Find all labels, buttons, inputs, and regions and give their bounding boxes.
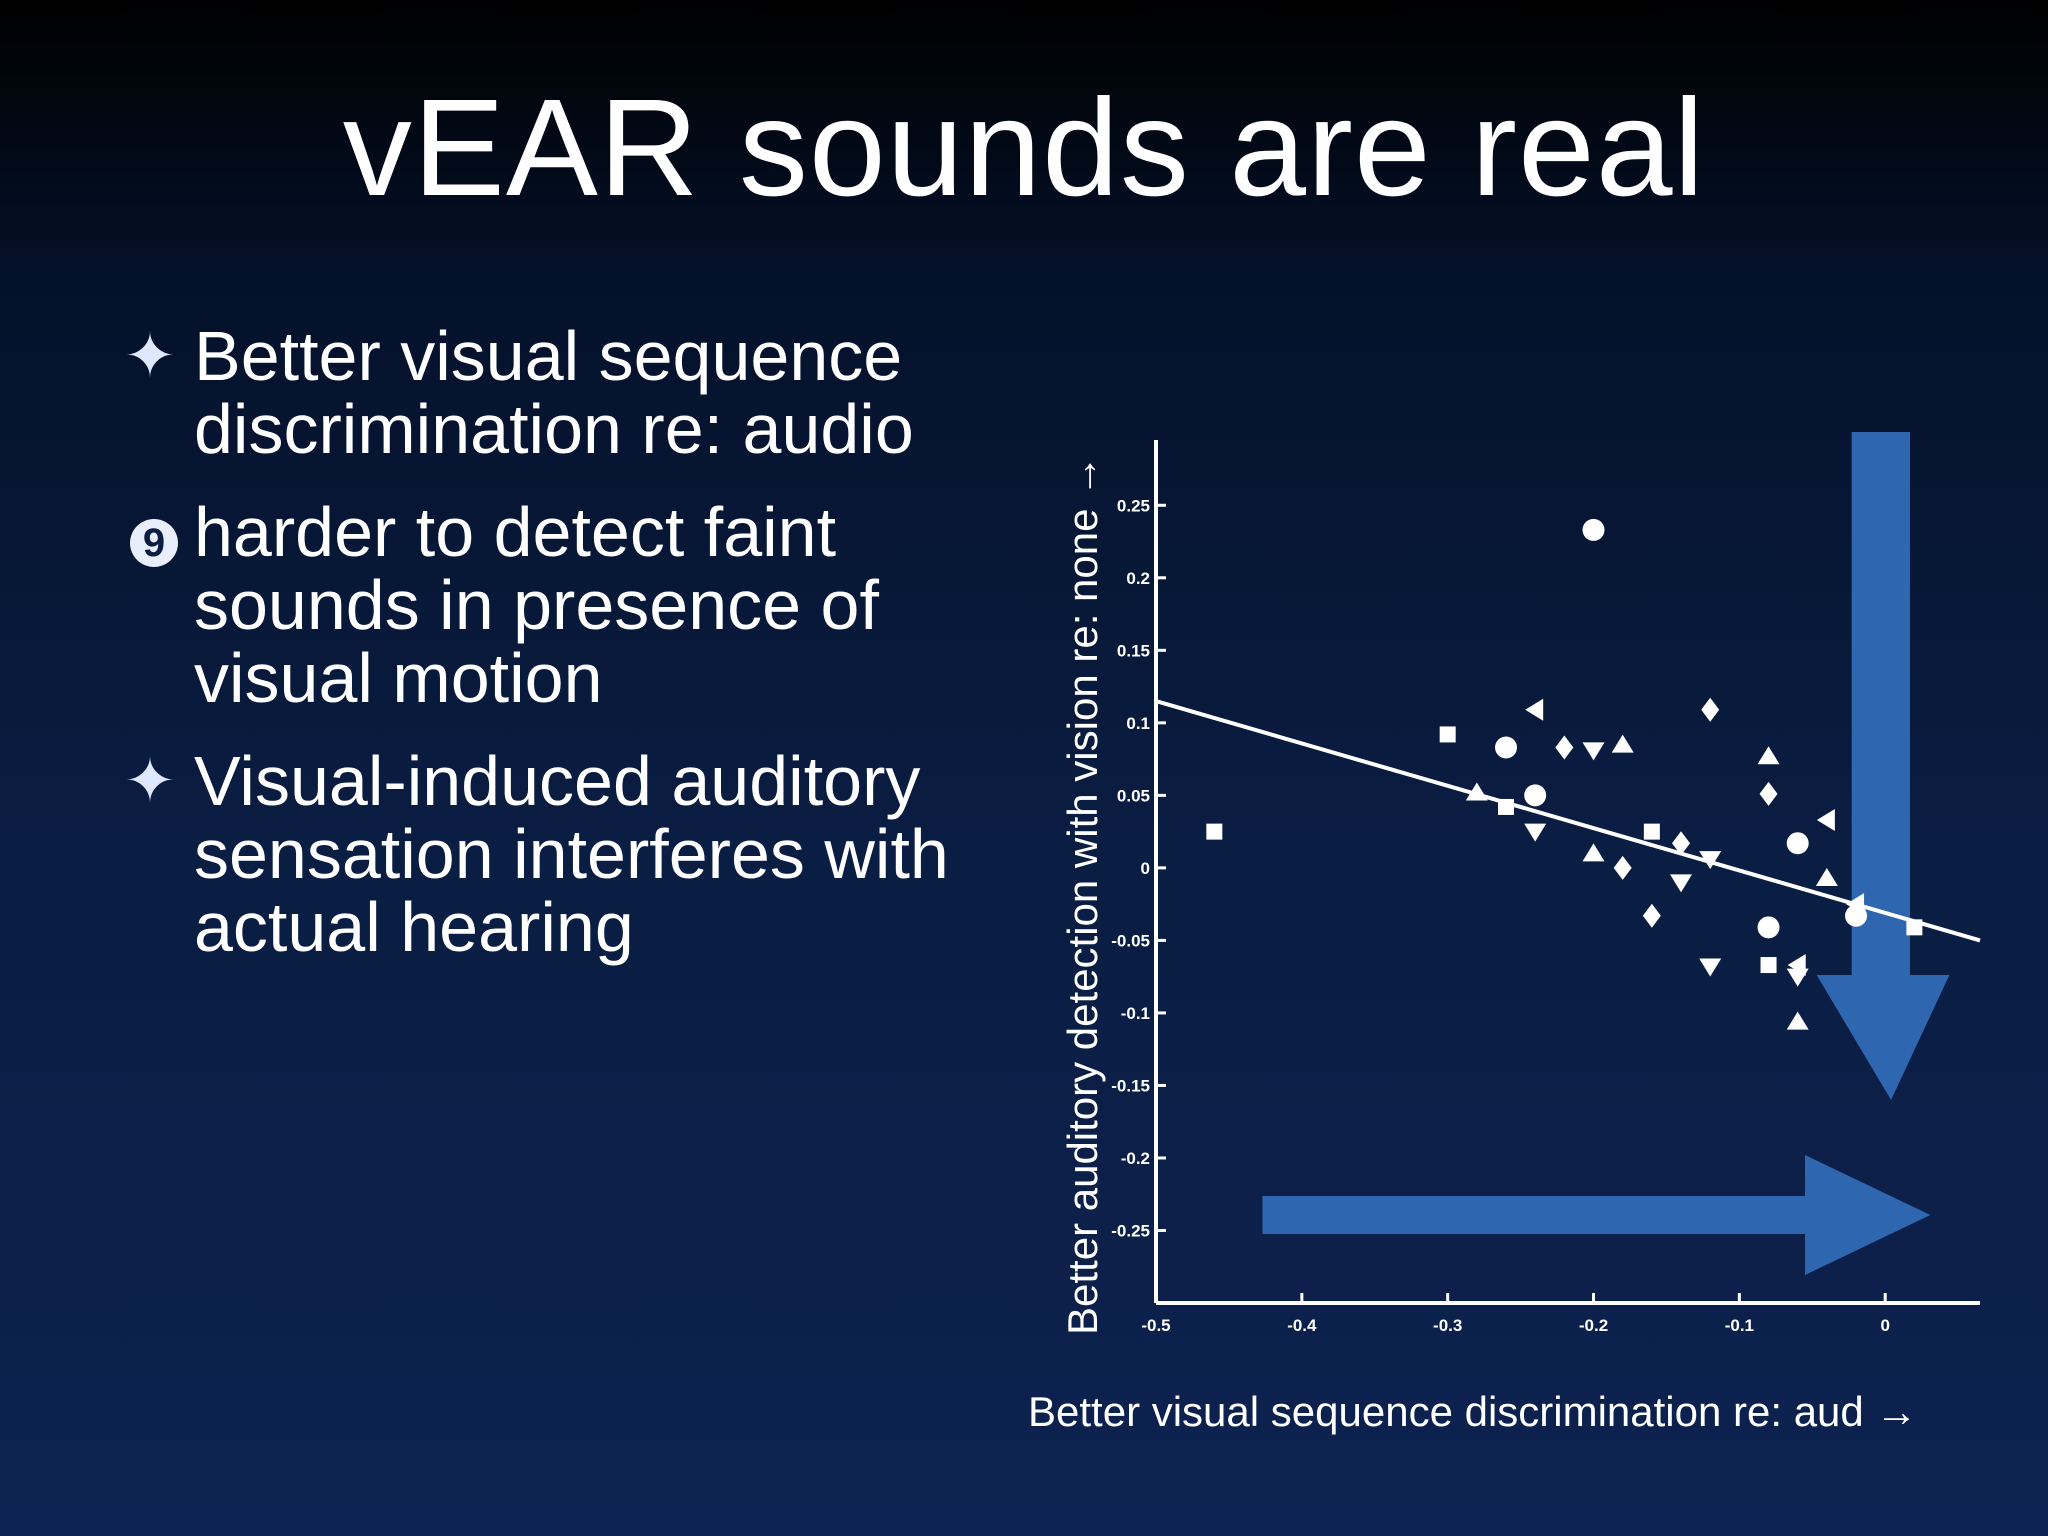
bullet-text: Better visual sequence discrimination re… — [194, 317, 914, 468]
data-point-triangle-down — [1699, 958, 1722, 977]
data-point-square — [1643, 823, 1660, 840]
data-point-square — [1439, 726, 1456, 743]
data-point-triangle-down — [1524, 823, 1547, 842]
data-point-diamond — [1642, 903, 1661, 928]
data-point-circle — [1582, 518, 1605, 541]
y-axis-label: Better auditory detection with vision re… — [1059, 454, 1106, 1335]
data-point-triangle-down — [1582, 742, 1605, 761]
y-tick-label: -0.2 — [1121, 1149, 1150, 1168]
data-point-diamond — [1701, 697, 1720, 722]
x-axis-label: Better visual sequence discrimination re… — [1028, 1388, 1918, 1435]
x-tick-label: -0.2 — [1579, 1316, 1608, 1335]
y-tick-label: -0.1 — [1121, 1004, 1150, 1023]
data-point-square — [1206, 823, 1223, 840]
y-tick-label: 0.15 — [1117, 641, 1150, 660]
bullet-item: ✦ Better visual sequence discrimination … — [120, 320, 1020, 466]
right-arrow-icon — [1262, 1155, 1931, 1275]
circled-nine-icon: 9 — [120, 496, 180, 569]
data-point-circle — [1524, 784, 1547, 807]
data-point-triangle-left — [1846, 893, 1865, 916]
fit-line — [1155, 699, 1981, 943]
data-point-diamond — [1555, 735, 1574, 760]
data-point-triangle-up — [1786, 1011, 1809, 1030]
data-point-triangle-left — [1816, 809, 1835, 832]
bullet-list: ✦ Better visual sequence discrimination … — [120, 320, 1020, 994]
y-tick-label: 0.2 — [1126, 569, 1150, 588]
data-point-triangle-down — [1699, 851, 1722, 870]
x-tick-label: -0.3 — [1433, 1316, 1462, 1335]
data-point-triangle-up — [1757, 746, 1780, 765]
y-tick-label: 0 — [1141, 859, 1150, 878]
bullet-item: 9 harder to detect faint sounds in prese… — [120, 496, 1020, 715]
data-point-square — [1498, 798, 1515, 815]
data-point-diamond — [1759, 781, 1778, 806]
bullet-text: Visual-induced auditory sensation interf… — [194, 742, 949, 966]
slide-title: vEAR sounds are real — [342, 71, 1706, 225]
y-tick-label: -0.15 — [1111, 1076, 1150, 1095]
data-point-diamond — [1613, 855, 1632, 880]
four-point-star-icon: ✦ — [124, 747, 176, 816]
bullet-item: ✦ Visual-induced auditory sensation inte… — [120, 745, 1020, 964]
data-point-square — [1906, 919, 1923, 936]
data-point-triangle-up — [1465, 782, 1488, 801]
data-point-triangle-left — [1787, 954, 1806, 977]
down-arrow-icon — [1816, 432, 1950, 1100]
data-point-triangle-up — [1815, 868, 1838, 887]
data-point-circle — [1786, 832, 1809, 855]
y-tick-label: -0.25 — [1111, 1221, 1150, 1240]
x-tick-label: -0.1 — [1725, 1316, 1754, 1335]
y-tick-label: -0.05 — [1111, 931, 1150, 950]
y-tick-label: 0.1 — [1126, 714, 1150, 733]
x-tick-label: -0.4 — [1287, 1316, 1317, 1335]
y-tick-label: 0.25 — [1117, 496, 1150, 515]
data-point-triangle-up — [1611, 734, 1634, 753]
bullet-text: harder to detect faint sounds in presenc… — [194, 493, 879, 717]
data-point-triangle-down — [1670, 874, 1693, 893]
x-tick-label: -0.5 — [1141, 1316, 1170, 1335]
data-point-triangle-up — [1582, 843, 1605, 862]
four-point-star-icon: ✦ — [124, 322, 176, 391]
data-point-diamond — [1672, 831, 1691, 856]
data-point-circle — [1757, 916, 1780, 939]
data-point-circle — [1495, 736, 1518, 759]
data-point-triangle-left — [1525, 698, 1544, 721]
x-tick-label: 0 — [1880, 1316, 1889, 1335]
y-tick-label: 0.05 — [1117, 786, 1150, 805]
data-point-square — [1760, 957, 1777, 974]
scatter-chart: 0.25 0.2 0.15 0.1 0.05 0 -0.05 -0.1 -0.15 -0.2 -0.… — [1111, 432, 1981, 1335]
